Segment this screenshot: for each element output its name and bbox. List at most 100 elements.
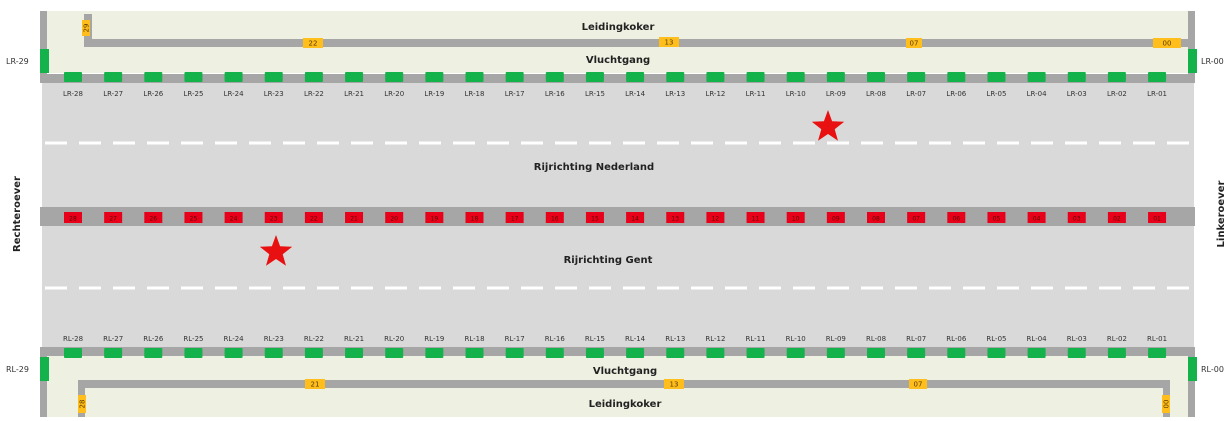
median-door [304,212,323,223]
rl-door-label: RL-10 [786,335,806,343]
bottom-pipe-marker-label: 13 [670,381,679,389]
rl-door [585,348,604,358]
median-door [264,212,283,223]
lr-door [545,72,564,82]
rl-door [505,348,524,358]
top-leidingkoker-label: Leidingkoker [582,22,655,33]
top-vluchtgang-label: Vluchtgang [586,55,650,66]
top-pipe-marker [82,20,90,36]
rl-door [224,348,243,358]
lr-door [385,72,404,82]
end-label-top-left: LR-29 [6,57,29,66]
lr-door [224,72,243,82]
lr-door-label: LR-03 [1067,90,1087,98]
rl-door-row: RL-28 RL-27 RL-26 RL-25 RL-24 RL-23 RL-22 RL-21… [63,335,1167,358]
median-door [425,212,444,223]
bottom-pipe-marker [909,379,927,389]
rl-door-label: RL-23 [264,335,284,343]
rl-door [947,348,966,358]
median-door-label: 27 [109,216,117,223]
rl-door-label: RL-02 [1107,335,1127,343]
lr-door [666,72,685,82]
median-door-label: 16 [551,216,559,223]
median-door [144,212,163,223]
rl-door-label: RL-20 [384,335,404,343]
median-door-label: 25 [190,216,198,223]
rl-door-label: RL-17 [505,335,525,343]
median-door [826,212,845,223]
rl-door [666,348,685,358]
rl-door [706,348,725,358]
lr-door [465,72,484,82]
lr-door-label: LR-15 [585,90,605,98]
left-bank-label: Rechteroever [12,176,23,252]
rl-door-label: RL-05 [986,335,1006,343]
rl-door [64,348,82,358]
bottom-pipe-marker [664,379,684,389]
bottom-pipe-marker-label: 07 [914,381,923,389]
top-pipe-marker-label: 22 [309,40,318,48]
rl-door [385,348,404,358]
rl-door-label: RL-15 [585,335,605,343]
lr-door-label: LR-19 [424,90,444,98]
median-door [104,212,123,223]
lr-door [826,72,845,82]
bottom-vluchtgang-label: Vluchtgang [593,366,657,377]
lr-door-label: LR-11 [746,90,766,98]
end-marker-bottom-right [1188,357,1197,381]
median-door [184,212,203,223]
median-door [545,212,564,223]
lr-door [907,72,926,82]
median-door [1148,212,1167,223]
median-door-label: 22 [310,216,318,223]
top-pipe-marker [1153,38,1181,48]
rl-door-label: RL-09 [826,335,846,343]
rl-door [304,348,323,358]
rl-door [184,348,203,358]
lr-door-label: LR-04 [1027,90,1047,98]
rl-door-label: RL-11 [746,335,766,343]
lr-door-label: LR-18 [465,90,485,98]
rl-door-label: RL-22 [304,335,324,343]
rl-door-label: RL-06 [946,335,967,343]
median-door [626,212,645,223]
lr-door-label: LR-14 [625,90,645,98]
median-door-label: 03 [1073,216,1081,223]
rl-door-label: RL-19 [424,335,444,343]
lr-door [626,72,645,82]
median-door [345,212,364,223]
lr-door [1148,72,1167,82]
rl-door-label: RL-14 [625,335,646,343]
lr-door-label: LR-10 [786,90,806,98]
median-door [907,212,926,223]
lr-door [706,72,725,82]
incident-star-icon [811,110,845,141]
median-door-label: 23 [270,216,278,223]
median-door-label: 24 [230,216,238,223]
rl-door-label: RL-18 [464,335,484,343]
pipe-marker-group: 29 22 13 07 00 28 21 13 07 00 [78,20,1181,413]
rl-door [465,348,484,358]
incident-star-group [259,110,845,266]
median-door-label: 12 [712,216,720,223]
top-right-wall [1188,11,1195,81]
lr-door-label: LR-09 [826,90,846,98]
median-door-label: 15 [591,216,599,223]
median-door-label: 11 [752,216,760,223]
lr-door [1107,72,1126,82]
rl-door [867,348,885,358]
lr-door [425,72,444,82]
bottom-tunnel-wall [40,347,1195,356]
lr-door [987,72,1006,82]
lr-door-label: LR-01 [1147,90,1167,98]
top-pipe-marker-label: 00 [1163,40,1172,48]
rl-door [626,348,645,358]
rl-door [264,348,283,358]
median-door-label: 21 [350,216,358,223]
rl-door-label: RL-28 [63,335,83,343]
median-door [1067,212,1086,223]
bottom-pipe-marker-label: 00 [1163,400,1171,409]
median-door [666,212,685,223]
median-door-row: 28 27 26 25 24 23 22 21 20 19 18 17 16 15 14 13 12 11 10 09… [64,212,1167,223]
